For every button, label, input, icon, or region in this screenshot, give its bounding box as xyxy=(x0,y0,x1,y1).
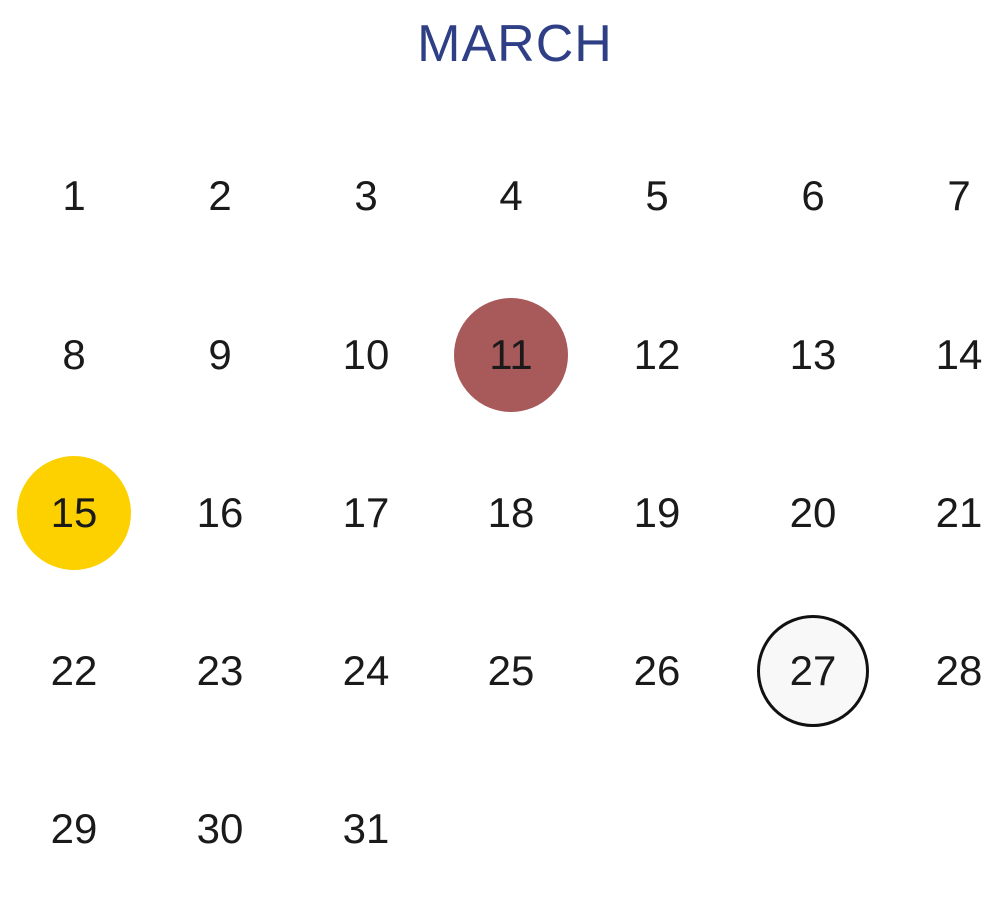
day-cell[interactable]: 2 xyxy=(208,172,232,219)
day-cell[interactable]: 15 xyxy=(17,456,131,570)
day-cell[interactable]: 10 xyxy=(342,331,390,378)
day-cell[interactable]: 16 xyxy=(196,489,244,536)
day-cell[interactable]: 9 xyxy=(208,331,232,378)
day-cell[interactable]: 24 xyxy=(342,647,390,694)
day-cell[interactable]: 7 xyxy=(947,172,971,219)
day-cell[interactable]: 19 xyxy=(633,489,681,536)
day-cell[interactable]: 25 xyxy=(487,647,535,694)
day-cell[interactable]: 12 xyxy=(633,331,681,378)
day-cell[interactable]: 11 xyxy=(454,298,568,412)
day-cell[interactable]: 18 xyxy=(487,489,535,536)
day-cell[interactable]: 21 xyxy=(935,489,983,536)
day-cell[interactable]: 30 xyxy=(196,805,244,852)
day-cell[interactable]: 28 xyxy=(935,647,983,694)
day-cell[interactable]: 8 xyxy=(62,331,86,378)
day-cell[interactable]: 1 xyxy=(62,172,86,219)
day-cell[interactable]: 23 xyxy=(196,647,244,694)
day-cell[interactable]: 20 xyxy=(789,489,837,536)
day-cell[interactable]: 29 xyxy=(50,805,98,852)
day-cell[interactable]: 31 xyxy=(342,805,390,852)
day-cell[interactable]: 6 xyxy=(801,172,825,219)
day-cell[interactable]: 4 xyxy=(499,172,523,219)
day-cell[interactable]: 17 xyxy=(342,489,390,536)
day-cell[interactable]: 26 xyxy=(633,647,681,694)
day-cell[interactable]: 13 xyxy=(789,331,837,378)
day-cell[interactable]: 3 xyxy=(354,172,378,219)
day-cell[interactable]: 14 xyxy=(935,331,983,378)
day-cell[interactable]: 22 xyxy=(50,647,98,694)
month-title: MARCH xyxy=(417,15,613,73)
day-cell[interactable]: 5 xyxy=(645,172,669,219)
day-cell[interactable]: 27 xyxy=(757,615,869,727)
